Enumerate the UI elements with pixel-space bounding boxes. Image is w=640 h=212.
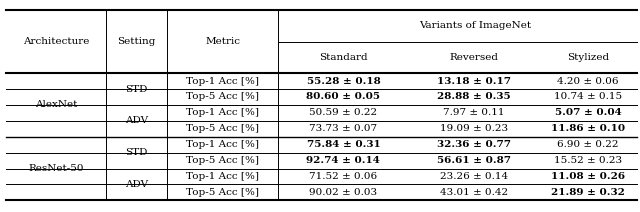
Text: 11.08 ± 0.26: 11.08 ± 0.26 [551,172,625,181]
Text: Top-5 Acc [%]: Top-5 Acc [%] [186,188,259,197]
Text: 7.97 ± 0.11: 7.97 ± 0.11 [444,108,505,117]
Text: 56.61 ± 0.87: 56.61 ± 0.87 [437,156,511,165]
Text: Top-5 Acc [%]: Top-5 Acc [%] [186,156,259,165]
Text: 43.01 ± 0.42: 43.01 ± 0.42 [440,188,508,197]
Text: 28.88 ± 0.35: 28.88 ± 0.35 [437,92,511,102]
Text: 23.26 ± 0.14: 23.26 ± 0.14 [440,172,508,181]
Text: Top-1 Acc [%]: Top-1 Acc [%] [186,77,259,86]
Text: Variants of ImageNet: Variants of ImageNet [419,21,531,31]
Text: Top-1 Acc [%]: Top-1 Acc [%] [186,140,259,149]
Text: 19.09 ± 0.23: 19.09 ± 0.23 [440,124,508,133]
Text: Setting: Setting [117,37,156,46]
Text: 90.02 ± 0.03: 90.02 ± 0.03 [309,188,378,197]
Text: Stylized: Stylized [567,53,609,62]
Text: 80.60 ± 0.05: 80.60 ± 0.05 [307,92,380,102]
Text: Architecture: Architecture [23,37,89,46]
Text: 55.28 ± 0.18: 55.28 ± 0.18 [307,77,380,86]
Text: ResNet-50: ResNet-50 [28,164,84,173]
Text: 73.73 ± 0.07: 73.73 ± 0.07 [309,124,378,133]
Text: ADV: ADV [125,116,148,125]
Text: Top-5 Acc [%]: Top-5 Acc [%] [186,124,259,133]
Text: STD: STD [125,148,148,157]
Text: 75.84 ± 0.31: 75.84 ± 0.31 [307,140,380,149]
Text: 15.52 ± 0.23: 15.52 ± 0.23 [554,156,622,165]
Text: 32.36 ± 0.77: 32.36 ± 0.77 [437,140,511,149]
Text: 6.90 ± 0.22: 6.90 ± 0.22 [557,140,619,149]
Text: 5.07 ± 0.04: 5.07 ± 0.04 [555,108,621,117]
Text: AlexNet: AlexNet [35,100,77,109]
Text: Top-1 Acc [%]: Top-1 Acc [%] [186,108,259,117]
Text: 50.59 ± 0.22: 50.59 ± 0.22 [309,108,378,117]
Text: Metric: Metric [205,37,240,46]
Text: Standard: Standard [319,53,368,62]
Text: 71.52 ± 0.06: 71.52 ± 0.06 [309,172,378,181]
Text: Reversed: Reversed [450,53,499,62]
Text: 92.74 ± 0.14: 92.74 ± 0.14 [307,156,380,165]
Text: 11.86 ± 0.10: 11.86 ± 0.10 [551,124,625,133]
Text: ADV: ADV [125,180,148,189]
Text: 13.18 ± 0.17: 13.18 ± 0.17 [437,77,511,86]
Text: 21.89 ± 0.32: 21.89 ± 0.32 [551,188,625,197]
Text: 10.74 ± 0.15: 10.74 ± 0.15 [554,92,622,102]
Text: Top-5 Acc [%]: Top-5 Acc [%] [186,92,259,102]
Text: Top-1 Acc [%]: Top-1 Acc [%] [186,172,259,181]
Text: 4.20 ± 0.06: 4.20 ± 0.06 [557,77,619,86]
Text: STD: STD [125,85,148,93]
